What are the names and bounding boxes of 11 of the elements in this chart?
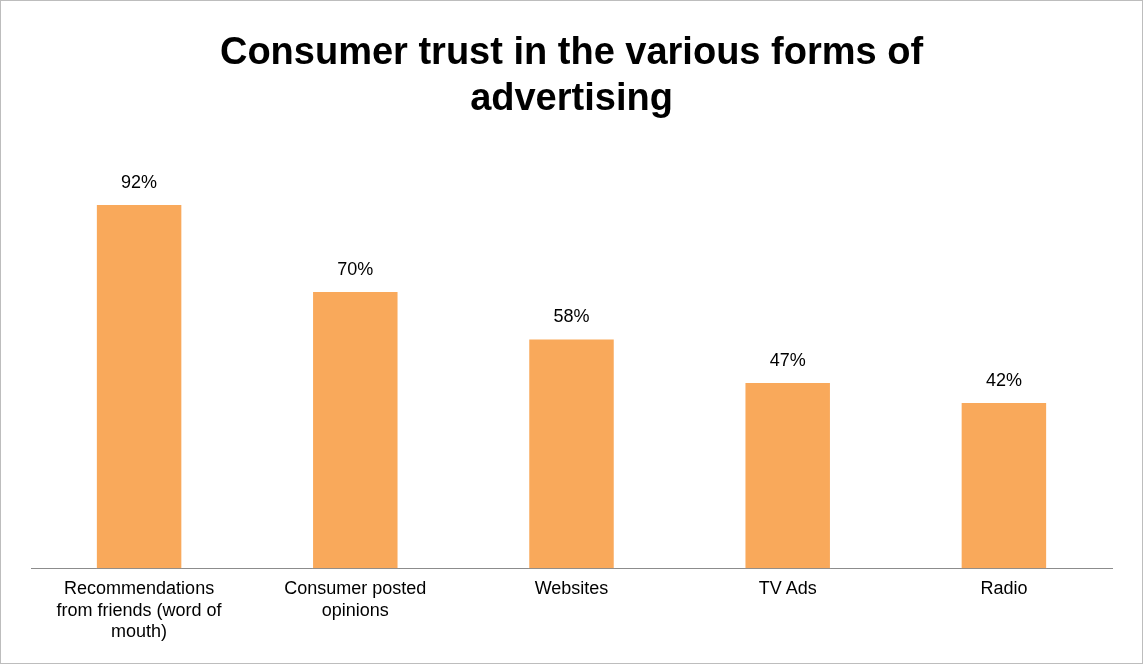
data-label: 58% xyxy=(553,306,590,327)
data-label: 92% xyxy=(121,171,158,192)
x-tick-label: Recommendations from friends (word of mouth) xyxy=(56,577,223,642)
data-label: 47% xyxy=(769,350,806,371)
x-tick-label: Radio xyxy=(980,577,1028,598)
data-label: 42% xyxy=(985,369,1022,390)
x-tick-label: TV Ads xyxy=(758,577,817,598)
chart-title: Consumer trust in the various forms of advertising xyxy=(219,30,924,118)
x-tick-label: Websites xyxy=(534,577,609,598)
x-tick-label: Consumer posted opinions xyxy=(284,577,427,620)
data-label: 70% xyxy=(337,258,374,279)
